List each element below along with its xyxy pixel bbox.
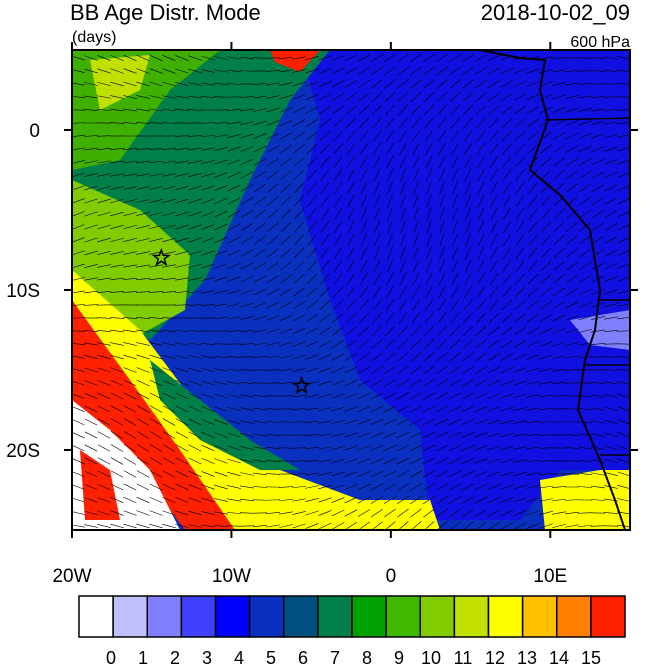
colorbar-label: 13 <box>517 648 537 667</box>
title: BB Age Distr. Mode <box>70 0 261 25</box>
colorbar-label: 14 <box>549 648 569 667</box>
y-tick-label: 0 <box>29 121 40 142</box>
colorbar-label: 0 <box>106 648 116 667</box>
x-tick-label: 0 <box>386 566 397 587</box>
colorbar-label: 2 <box>170 648 180 667</box>
x-tick-label: 10W <box>212 566 251 587</box>
colorbar-label: 9 <box>394 648 404 667</box>
colorbar-label: 10 <box>421 648 441 667</box>
colorbar-box <box>147 596 181 637</box>
colorbar-box <box>557 596 591 637</box>
colorbar-box <box>352 596 386 637</box>
level: 600 hPa <box>570 34 630 51</box>
colorbar-label: 15 <box>581 648 601 667</box>
colorbar-box <box>420 596 454 637</box>
x-tick-label: 20W <box>52 566 91 587</box>
y-tick-label: 20S <box>6 441 40 462</box>
y-tick-label: 10S <box>6 281 40 302</box>
colorbar-label: 8 <box>362 648 372 667</box>
colorbar-label: 3 <box>202 648 212 667</box>
time: 2018-10-02_09 <box>481 0 630 25</box>
colorbar-box <box>318 596 352 637</box>
x-tick-label: 10E <box>533 566 567 587</box>
colorbar-box <box>489 596 523 637</box>
colorbar-box <box>181 596 215 637</box>
colorbar-box <box>454 596 488 637</box>
colorbar-box <box>591 596 625 637</box>
colorbar-box <box>216 596 250 637</box>
colorbar-label: 12 <box>485 648 505 667</box>
colorbar-box <box>386 596 420 637</box>
colorbar-box <box>284 596 318 637</box>
colorbar-label: 1 <box>138 648 148 667</box>
colorbar-box <box>250 596 284 637</box>
units: (days) <box>72 29 116 46</box>
colorbar-box <box>523 596 557 637</box>
field <box>71 50 631 531</box>
colorbar-label: 6 <box>298 648 308 667</box>
colorbar-box <box>79 596 113 637</box>
colorbar-box <box>113 596 147 637</box>
colorbar-label: 5 <box>266 648 276 667</box>
colorbar-label: 11 <box>454 648 473 667</box>
colorbar-label: 4 <box>234 648 244 667</box>
colorbar-label: 7 <box>330 648 340 667</box>
